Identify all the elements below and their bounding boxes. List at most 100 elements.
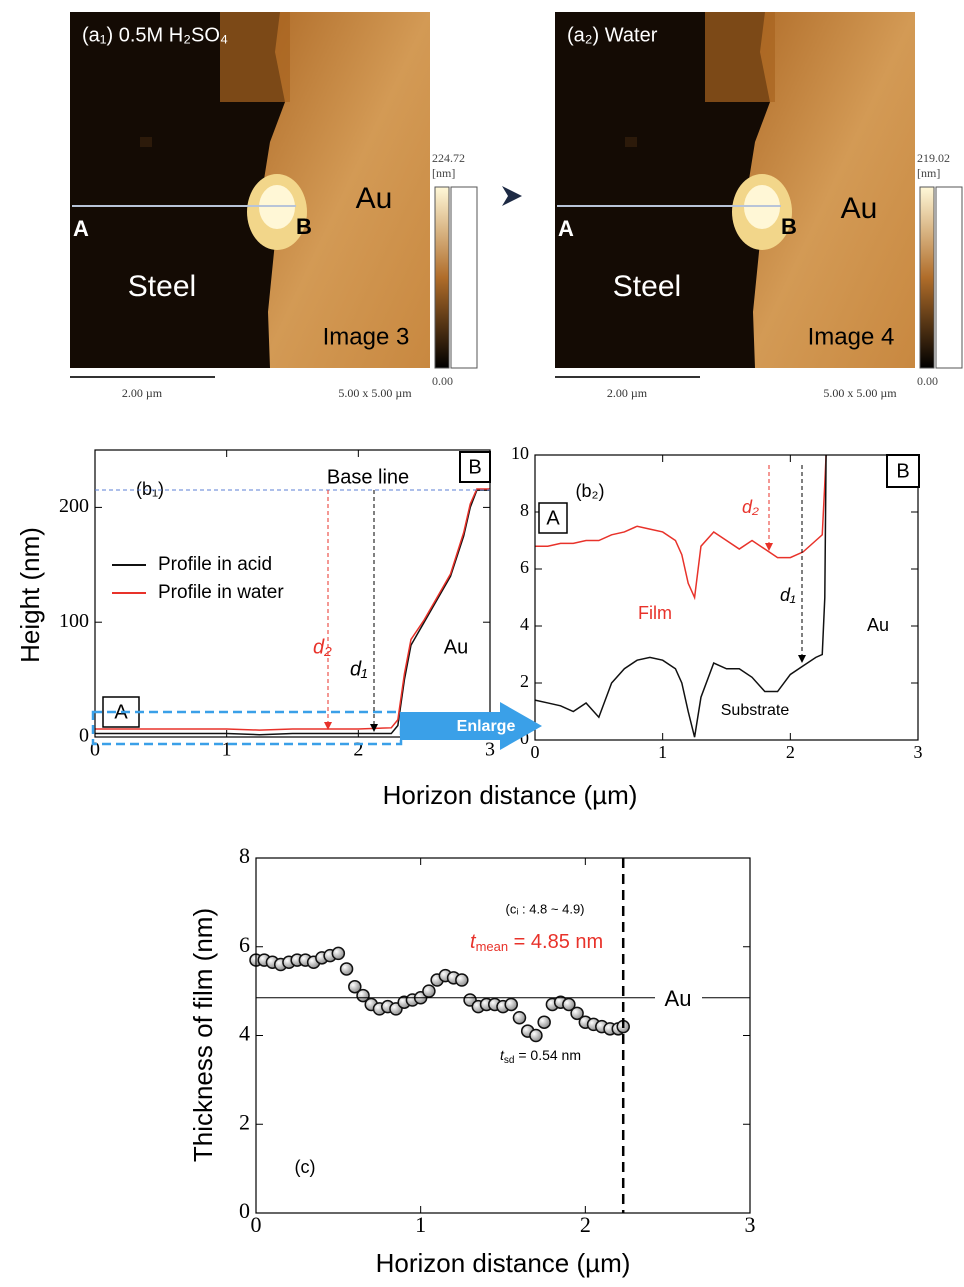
annotation: Enlarge: [457, 718, 516, 735]
afm-panel: (a₂) Water A B Au Steel Image 4 2.00 µm 5.00 x …: [555, 12, 962, 400]
annotation: B: [896, 460, 909, 482]
scale-label: 2.00 µm: [607, 386, 648, 400]
x-tick-label: 0: [531, 742, 540, 762]
data-point: [341, 963, 353, 975]
colorbar: [435, 187, 449, 368]
data-point: [505, 998, 517, 1010]
afm-panel: (a₁) 0.5M H₂SO₄ A B Au Steel Image 3 2.00 µm 5.…: [70, 12, 477, 400]
data-point: [538, 1016, 550, 1028]
y-tick-label: 6: [239, 932, 250, 957]
x-tick-label: 2: [580, 1212, 591, 1237]
annotation: Au: [665, 986, 692, 1011]
region-label: Steel: [128, 270, 196, 303]
annotation: B: [468, 456, 481, 478]
annotation: Film: [638, 603, 672, 623]
y-tick-label: 0: [79, 725, 89, 747]
spot: [140, 137, 152, 147]
annotation: d₁: [780, 585, 796, 605]
data-point: [423, 985, 435, 997]
panel-label: (c): [295, 1157, 316, 1177]
au-region: [220, 12, 290, 102]
x-tick-label: 2: [353, 739, 363, 761]
y-tick-label: 0: [239, 1198, 250, 1223]
annotation: d₂: [313, 636, 332, 658]
region-label: Au: [841, 192, 878, 225]
annotation: Au: [867, 615, 889, 635]
colorbar-unit: [nm]: [917, 166, 940, 180]
size-label: 5.00 x 5.00 µm: [823, 386, 897, 400]
annotation: sd: [504, 1055, 515, 1066]
annotation: A: [546, 507, 560, 529]
arrow: [798, 655, 806, 663]
y-tick-label: 8: [520, 500, 529, 520]
colorbar-hist: [936, 187, 962, 368]
y-axis-label: Thickness of film (nm): [188, 908, 218, 1162]
spot: [625, 137, 637, 147]
region-label: Au: [356, 182, 393, 215]
annotation: Au: [444, 636, 468, 658]
legend-label: Profile in acid: [158, 554, 272, 575]
y-tick-label: 4: [520, 614, 529, 634]
y-tick-label: 2: [239, 1109, 250, 1134]
colorbar-hist: [451, 187, 477, 368]
y-tick-label: 100: [59, 610, 89, 632]
annotation: d₂: [742, 497, 759, 517]
size-label: 5.00 x 5.00 µm: [338, 386, 412, 400]
x-tick-label: 3: [745, 1212, 756, 1237]
arrow: [502, 186, 522, 206]
chart: 0 1 2 3 0 2 4 6 8 (c) Thickness of film (nm) Horizo…: [188, 843, 756, 1278]
x-tick-label: 3: [485, 739, 495, 761]
image-number: Image 4: [808, 323, 895, 350]
annotation: = 0.54 nm: [514, 1047, 581, 1063]
point-label: B: [781, 214, 797, 239]
x-tick-label: 1: [222, 739, 232, 761]
y-tick-label: 8: [239, 843, 250, 868]
point-label: A: [558, 216, 574, 241]
image-label: (a₂) Water: [567, 24, 658, 46]
data-point: [513, 1012, 525, 1024]
image-number: Image 3: [323, 323, 410, 350]
plot-frame: [256, 858, 750, 1213]
annotation: d₁: [350, 658, 367, 680]
profile-line: [535, 455, 826, 598]
colorbar-unit: [nm]: [432, 166, 455, 180]
profile-line: [95, 489, 490, 730]
panel-label: (b₂): [576, 481, 605, 501]
x-tick-label: 1: [415, 1212, 426, 1237]
scale-label: 2.00 µm: [122, 386, 163, 400]
point-label: B: [296, 214, 312, 239]
x-axis-label: Horizon distance (µm): [383, 780, 638, 810]
annotation: (cᵢ : 4.8 ~ 4.9): [506, 901, 585, 916]
y-tick-label: 2: [520, 671, 529, 691]
au-region: [705, 12, 775, 102]
annotation: tsd = 0.54 nm: [500, 1047, 581, 1066]
region-label: Steel: [613, 270, 681, 303]
colorbar-max: 219.02: [917, 151, 950, 165]
y-tick-label: 200: [59, 495, 89, 517]
y-tick-label: 10: [511, 443, 529, 463]
c-annotations: (cᵢ : 4.8 ~ 4.9) tmean = 4.85 nm tsd = 0…: [470, 901, 691, 1065]
data-point: [332, 947, 344, 959]
data-point: [456, 974, 468, 986]
annotation: Substrate: [721, 702, 790, 719]
y-tick-label: 4: [239, 1021, 250, 1046]
x-tick-label: 2: [786, 742, 795, 762]
x-axis-label: Horizon distance (µm): [376, 1248, 631, 1278]
legend-label: Profile in water: [158, 582, 284, 603]
x-tick-label: 1: [658, 742, 667, 762]
image-label: (a₁) 0.5M H₂SO₄: [82, 24, 228, 46]
colorbar: [920, 187, 934, 368]
colorbar-max: 224.72: [432, 151, 465, 165]
annotation: tmean = 4.85 nm: [470, 931, 603, 954]
colorbar-min: 0.00: [432, 374, 453, 388]
y-axis-label: Height (nm): [15, 527, 45, 663]
x-tick-label: 0: [251, 1212, 262, 1237]
annotation: mean: [476, 939, 509, 954]
x-tick-label: 0: [90, 739, 100, 761]
colorbar-min: 0.00: [917, 374, 938, 388]
x-tick-label: 3: [914, 742, 923, 762]
profile-line: [95, 490, 490, 735]
point-label: A: [73, 216, 89, 241]
annotation: Base line: [327, 466, 409, 488]
